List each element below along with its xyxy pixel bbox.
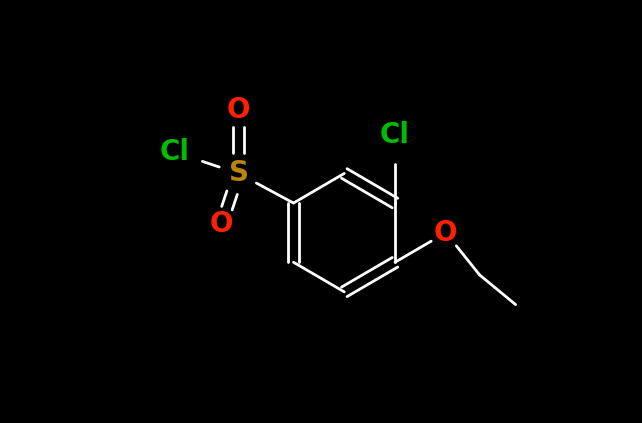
Text: Cl: Cl [160,138,190,166]
Text: S: S [229,159,248,187]
Text: O: O [227,96,250,124]
Text: O: O [434,219,458,247]
Text: O: O [210,210,233,238]
Text: Cl: Cl [380,121,410,149]
